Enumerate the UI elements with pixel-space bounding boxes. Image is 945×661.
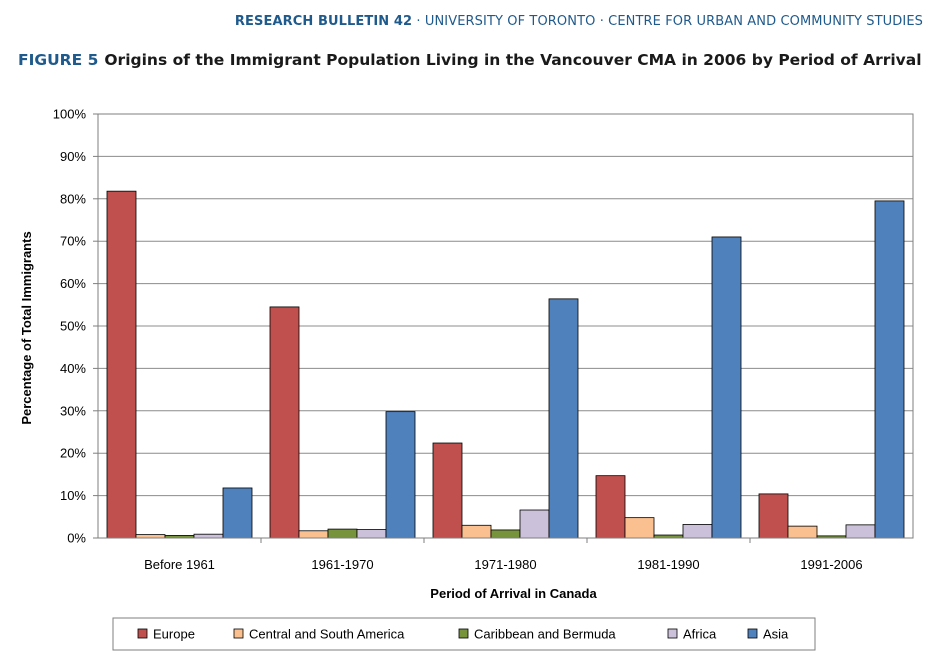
y-tick-label: 100% [53, 107, 87, 122]
y-tick-label: 80% [60, 191, 86, 206]
figure-label: FIGURE 5 [18, 51, 99, 69]
bar-africa-3 [682, 524, 713, 539]
bar-europe-1 [269, 306, 300, 539]
legend-swatch [458, 628, 469, 639]
page-header: RESEARCH BULLETIN 42 · UNIVERSITY OF TOR… [235, 14, 923, 29]
legend-swatch [233, 628, 244, 639]
legend-label: Asia [763, 627, 789, 642]
bar-asia-1 [385, 411, 416, 539]
x-tick-label: 1961-1970 [311, 557, 373, 572]
bar-asia-4 [874, 200, 905, 539]
legend-label: Africa [683, 627, 717, 642]
y-tick-label: 40% [60, 361, 86, 376]
bar-europe-4 [758, 493, 789, 539]
bulletin-label: RESEARCH BULLETIN 42 [234, 14, 413, 29]
x-tick-label: Before 1961 [144, 557, 215, 572]
y-tick-label: 20% [60, 446, 86, 461]
bar-asia-2 [548, 298, 579, 539]
legend-label: Europe [153, 627, 195, 642]
bar-central-and-south-america-2 [461, 524, 492, 539]
x-axis-ticks: Before 1961 1961-1970 1971-1980 1981-1990 19… [144, 538, 863, 572]
legend-swatch [747, 628, 758, 639]
bar-asia-0 [222, 487, 253, 539]
bar-africa-4 [845, 524, 876, 539]
legend-label: Caribbean and Bermuda [474, 627, 616, 642]
bar-central-and-south-america-3 [624, 517, 655, 539]
x-tick-label: 1971-1980 [474, 557, 536, 572]
x-axis-title: Period of Arrival in Canada [430, 586, 597, 601]
y-tick-label: 90% [60, 149, 86, 164]
header-institution: · UNIVERSITY OF TORONTO · CENTRE FOR URB… [412, 14, 923, 29]
bar-europe-0 [106, 190, 137, 539]
y-tick-label: 30% [60, 403, 86, 418]
figure-caption: Origins of the Immigrant Population Livi… [104, 51, 922, 69]
bar-africa-2 [519, 509, 550, 539]
y-tick-label: 10% [60, 488, 86, 503]
bar-europe-2 [432, 442, 463, 539]
y-tick-label: 70% [60, 234, 86, 249]
legend: Europe Central and South America Caribbean… [112, 617, 816, 651]
bars [106, 190, 905, 539]
bar-africa-0 [193, 533, 224, 539]
bar-caribbean-and-bermuda-2 [490, 529, 521, 539]
bar-caribbean-and-bermuda-1 [327, 528, 358, 539]
y-tick-label: 50% [60, 319, 86, 334]
y-axis-ticks: 0% 10% 20% 30% 40% 50% 60% 70% 80% 90% 100% [53, 107, 98, 546]
y-tick-label: 0% [67, 531, 86, 546]
plot-frame [97, 113, 914, 539]
x-tick-label: 1991-2006 [800, 557, 862, 572]
figure-title: FIGURE 5 Origins of the Immigrant Populat… [18, 51, 922, 69]
gridlines [98, 113, 913, 539]
legend-label: Central and South America [249, 627, 405, 642]
bar-central-and-south-america-0 [135, 534, 166, 539]
legend-swatch [667, 628, 678, 639]
y-tick-label: 60% [60, 276, 86, 291]
bar-europe-3 [595, 475, 626, 539]
bar-central-and-south-america-4 [787, 525, 818, 539]
x-tick-label: 1981-1990 [637, 557, 699, 572]
bar-asia-3 [711, 236, 742, 539]
y-axis-title: Percentage of Total Immigrants [19, 231, 34, 424]
bar-africa-1 [356, 529, 387, 539]
bar-central-and-south-america-1 [298, 530, 329, 539]
legend-swatch [137, 628, 148, 639]
